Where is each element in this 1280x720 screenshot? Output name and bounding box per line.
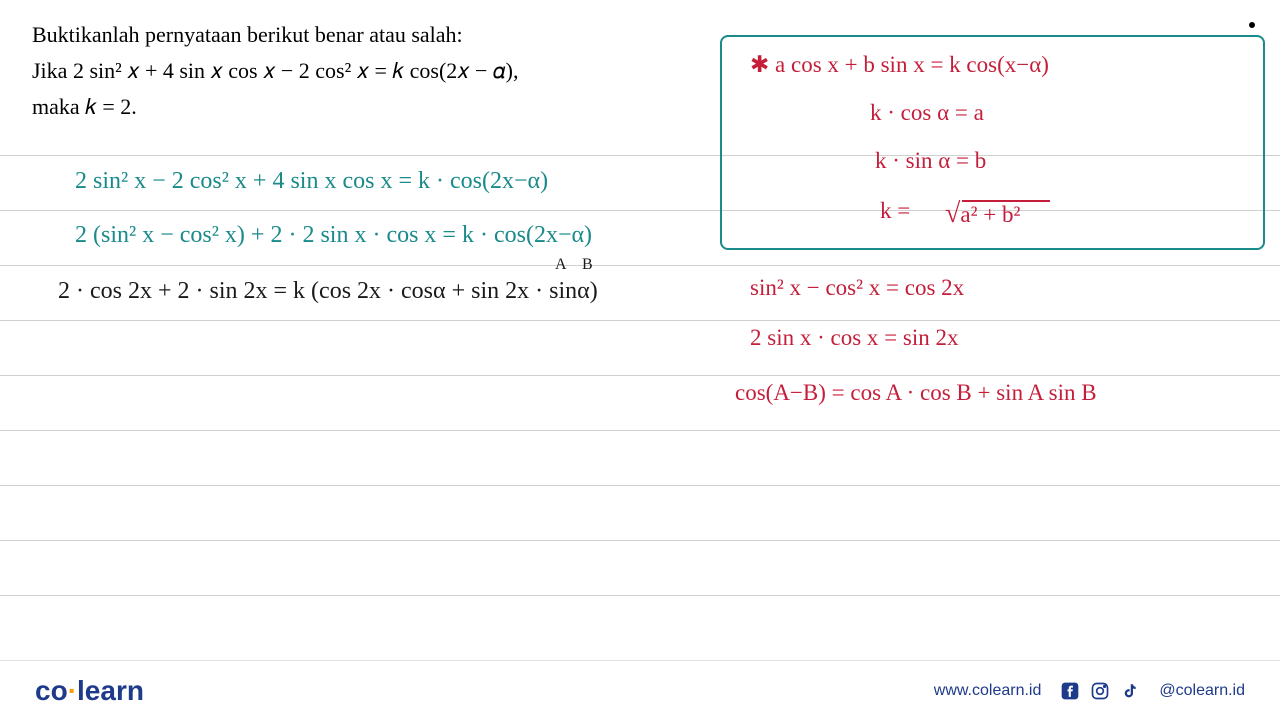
instagram-icon xyxy=(1089,680,1111,702)
ruled-line xyxy=(0,375,1280,376)
logo-dot: · xyxy=(68,675,77,706)
social-icons xyxy=(1059,680,1141,702)
identity-3: cos(A−B) = cos A · cos B + sin A sin B xyxy=(735,380,1097,406)
logo-post: learn xyxy=(77,675,144,706)
ruled-line xyxy=(0,485,1280,486)
ruled-line xyxy=(0,320,1280,321)
label-b: B xyxy=(582,256,593,274)
footer-right: www.colearn.id @colearn.id xyxy=(934,680,1245,702)
colearn-logo: co·learn xyxy=(35,675,144,707)
ruled-line xyxy=(0,595,1280,596)
ruled-line xyxy=(0,430,1280,431)
problem-line1: Buktikanlah pernyataan berikut benar ata… xyxy=(32,22,463,48)
work-black-line1: 2 · cos 2x + 2 · sin 2x = k (cos 2x · co… xyxy=(58,278,598,305)
footer: co·learn www.colearn.id @colearn.id xyxy=(0,660,1280,720)
label-a: A xyxy=(555,256,567,274)
formula-line4-sqrt: √a² + b² xyxy=(945,198,1020,230)
work-teal-line1: 2 sin² x − 2 cos² x + 4 sin x cos x = k … xyxy=(75,168,548,195)
sqrt-overline xyxy=(962,200,1050,202)
ruled-line xyxy=(0,540,1280,541)
footer-url: www.colearn.id xyxy=(934,682,1042,700)
work-teal-line2: 2 (sin² x − cos² x) + 2 · 2 sin x · cos … xyxy=(75,222,592,249)
sqrt-content: a² + b² xyxy=(960,202,1020,227)
logo-pre: co xyxy=(35,675,68,706)
facebook-icon xyxy=(1059,680,1081,702)
tiktok-icon xyxy=(1119,680,1141,702)
paper-area: Buktikanlah pernyataan berikut benar ata… xyxy=(0,0,1280,660)
identity-2: 2 sin x · cos x = sin 2x xyxy=(750,325,958,351)
problem-line3: maka 𝑘 = 2. xyxy=(32,94,137,120)
problem-line2: Jika 2 sin² 𝑥 + 4 sin 𝑥 cos 𝑥 − 2 cos² 𝑥… xyxy=(32,58,518,84)
identity-1: sin² x − cos² x = cos 2x xyxy=(750,275,964,301)
formula-line1: ✱ a cos x + b sin x = k cos(x−α) xyxy=(750,52,1049,78)
dot-mark xyxy=(1249,22,1255,28)
formula-line3: k · sin α = b xyxy=(875,148,986,174)
ruled-line xyxy=(0,265,1280,266)
formula-line4-prefix: k = xyxy=(880,198,910,224)
footer-handle: @colearn.id xyxy=(1159,682,1245,700)
formula-line2: k · cos α = a xyxy=(870,100,984,126)
